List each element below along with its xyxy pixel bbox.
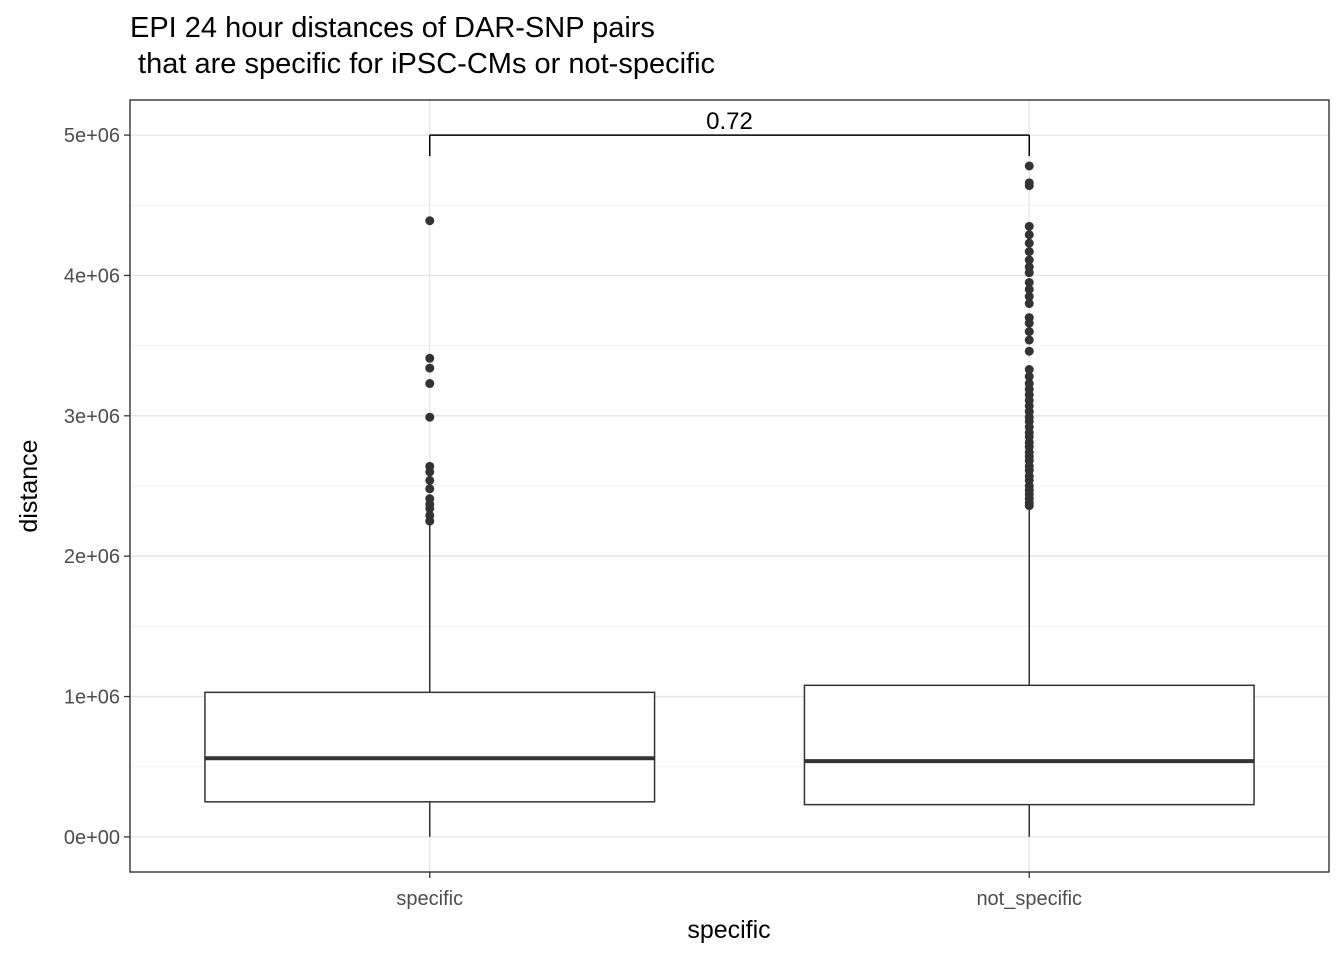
outlier-point (1024, 364, 1034, 374)
box-group-not_specific (803, 161, 1255, 837)
outlier-point (1024, 255, 1034, 265)
outlier-point (425, 475, 435, 485)
outlier-point (425, 510, 435, 520)
plot-border (129, 99, 1330, 873)
y-axis-title: distance (15, 439, 43, 532)
y-tick-label: 5e+06 (64, 125, 120, 147)
outlier-point (1024, 335, 1034, 345)
outlier-point (1024, 327, 1034, 337)
outlier-point (425, 216, 435, 226)
x-axis-title: specific (687, 916, 770, 944)
outlier-point (425, 379, 435, 389)
chart-title-line-2: that are specific for iPSC-CMs or not-sp… (130, 48, 716, 80)
outlier-point (425, 484, 435, 494)
y-tick-label: 1e+06 (64, 687, 120, 709)
outlier-point (425, 353, 435, 363)
iqr-box (204, 691, 656, 803)
outlier-point (1024, 379, 1034, 389)
outlier-point (1024, 221, 1034, 231)
outlier-point (425, 363, 435, 373)
y-tick-label: 4e+06 (64, 265, 120, 287)
p-value-label: 0.72 (706, 108, 753, 135)
outlier-point (1024, 346, 1034, 356)
outlier-point (1024, 299, 1034, 309)
x-tick-label: not_specific (976, 888, 1082, 910)
outlier-point (1024, 238, 1034, 248)
iqr-box (803, 684, 1255, 806)
box-group-specific (204, 216, 656, 837)
y-axis: 0e+00 1e+06 2e+06 3e+06 4e+06 5e+06 (64, 125, 130, 849)
outlier-point (1024, 277, 1034, 287)
outlier-point (1024, 313, 1034, 323)
outlier-point (1024, 284, 1034, 294)
outlier-point (1024, 230, 1034, 240)
outlier-point (1024, 262, 1034, 272)
outlier-point (1024, 292, 1034, 302)
outlier-point (1024, 178, 1034, 188)
x-tick-label: specific (396, 888, 463, 910)
chart-title-line-1: EPI 24 hour distances of DAR-SNP pairs (130, 12, 655, 44)
y-tick-label: 2e+06 (64, 546, 120, 568)
outlier-point (425, 494, 435, 504)
outlier-point (425, 412, 435, 422)
outlier-point (425, 461, 435, 471)
significance-annotation: 0.72 (429, 108, 1030, 157)
x-axis: specific not_specific (396, 872, 1082, 910)
y-tick-label: 0e+00 (64, 827, 120, 849)
y-tick-label: 3e+06 (64, 406, 120, 428)
box-layer (204, 161, 1255, 837)
outlier-point (1024, 161, 1034, 171)
outlier-point (1024, 247, 1034, 257)
outlier-point (1024, 372, 1034, 382)
